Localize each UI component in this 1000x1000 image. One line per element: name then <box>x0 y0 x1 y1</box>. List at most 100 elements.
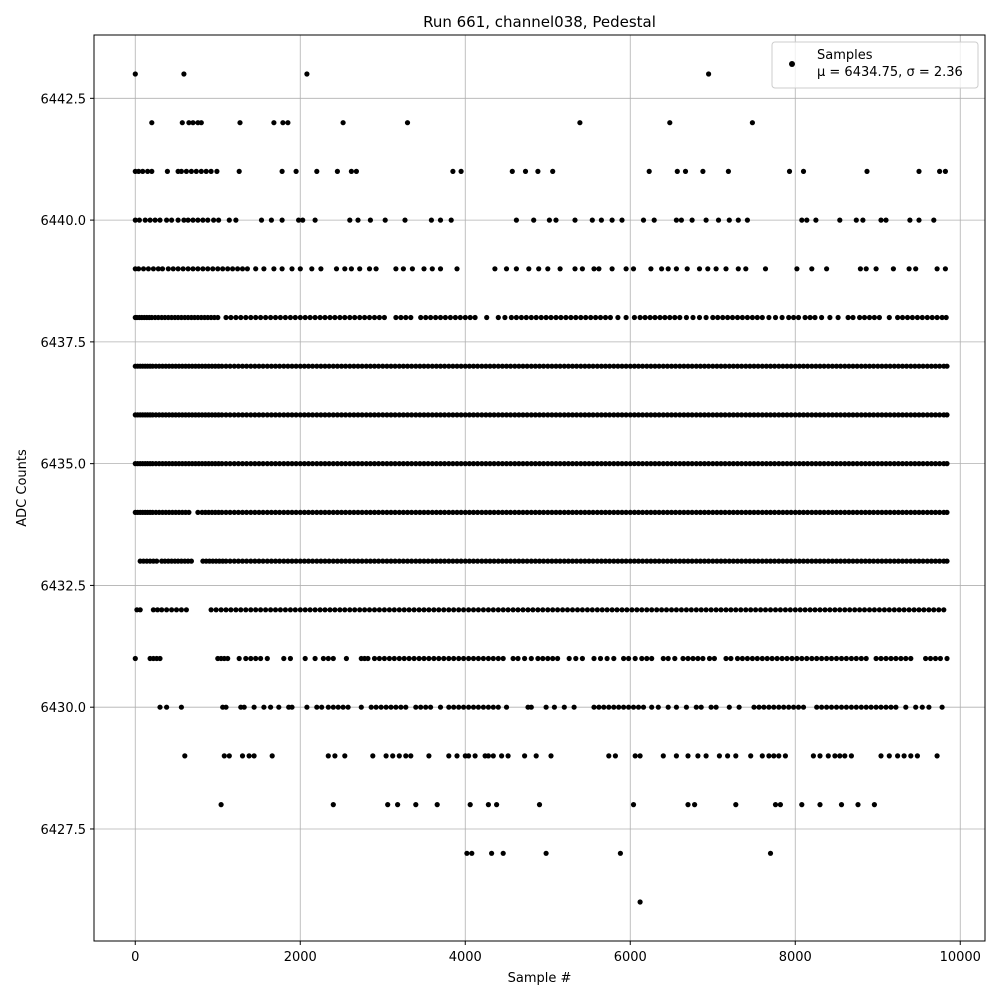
data-point <box>363 509 369 515</box>
data-point <box>617 850 624 856</box>
data-point <box>421 363 427 369</box>
data-point <box>388 509 394 515</box>
data-point <box>672 314 678 321</box>
data-point <box>722 558 728 564</box>
data-point <box>175 217 181 223</box>
data-point <box>871 461 877 467</box>
data-point <box>784 461 790 467</box>
data-point <box>293 168 299 174</box>
data-point <box>703 753 709 759</box>
data-point <box>739 509 745 515</box>
data-point <box>272 314 279 321</box>
data-point <box>920 558 926 564</box>
data-point <box>272 461 279 467</box>
data-point <box>188 558 194 564</box>
data-point <box>612 753 619 759</box>
data-point <box>332 607 338 613</box>
data-point <box>543 850 549 856</box>
data-point <box>433 363 439 369</box>
data-point <box>252 461 258 467</box>
data-point <box>713 266 719 272</box>
data-point <box>140 168 146 174</box>
data-point <box>178 704 184 710</box>
data-point <box>393 266 399 272</box>
data-point <box>185 217 191 223</box>
data-point <box>563 314 569 321</box>
data-point <box>261 266 267 272</box>
data-point <box>908 753 914 759</box>
data-point <box>442 363 448 369</box>
data-point <box>516 509 522 515</box>
data-point <box>660 655 666 662</box>
data-point <box>446 655 452 662</box>
data-point <box>340 120 346 126</box>
data-point <box>866 412 873 418</box>
data-point <box>437 461 444 467</box>
data-point <box>665 655 671 662</box>
data-point <box>271 120 277 126</box>
data-point <box>609 607 615 613</box>
data-point <box>904 509 910 515</box>
data-point <box>292 314 298 321</box>
data-point <box>715 314 721 321</box>
data-point <box>697 412 704 418</box>
data-point <box>293 509 299 515</box>
data-point <box>393 314 399 321</box>
data-point <box>475 509 481 515</box>
data-point <box>586 509 592 515</box>
data-point <box>944 558 950 564</box>
data-point <box>446 509 452 515</box>
data-point <box>292 607 298 613</box>
data-point <box>833 704 840 710</box>
data-point <box>895 509 902 515</box>
data-point <box>516 412 522 418</box>
data-point <box>484 314 490 321</box>
data-point <box>631 363 638 369</box>
data-point <box>817 363 823 369</box>
data-point <box>491 558 497 564</box>
data-point <box>355 217 361 223</box>
data-point <box>611 461 617 467</box>
data-point <box>251 704 257 710</box>
data-point <box>850 314 856 321</box>
data-point <box>223 509 229 515</box>
data-point <box>223 607 229 613</box>
data-point <box>895 314 901 321</box>
data-point <box>520 461 526 467</box>
data-point <box>219 412 225 418</box>
data-point <box>421 558 427 564</box>
data-point <box>256 509 262 515</box>
data-point <box>181 217 187 223</box>
data-point <box>772 363 778 369</box>
data-point <box>708 704 714 710</box>
data-point <box>726 558 732 564</box>
data-point <box>503 412 510 418</box>
data-point <box>326 461 332 467</box>
data-point <box>388 412 394 418</box>
data-point <box>351 363 357 369</box>
data-point <box>730 558 737 564</box>
data-point <box>886 607 892 613</box>
data-point <box>421 461 427 467</box>
data-point <box>804 655 810 662</box>
data-point <box>452 314 458 321</box>
data-point <box>520 509 526 515</box>
data-point <box>342 753 348 759</box>
data-point <box>495 509 501 515</box>
data-point <box>932 655 939 662</box>
data-point <box>523 314 529 321</box>
data-point <box>574 607 581 613</box>
data-point <box>668 558 675 564</box>
data-point <box>437 314 444 321</box>
data-point <box>756 704 762 710</box>
data-point <box>289 363 295 369</box>
data-point <box>384 412 390 418</box>
data-point <box>932 509 939 515</box>
data-point <box>355 412 361 418</box>
data-point <box>590 558 596 564</box>
data-point <box>446 558 452 564</box>
data-point <box>642 314 648 321</box>
data-point <box>550 607 556 613</box>
data-point <box>219 461 225 467</box>
data-point <box>289 558 295 564</box>
